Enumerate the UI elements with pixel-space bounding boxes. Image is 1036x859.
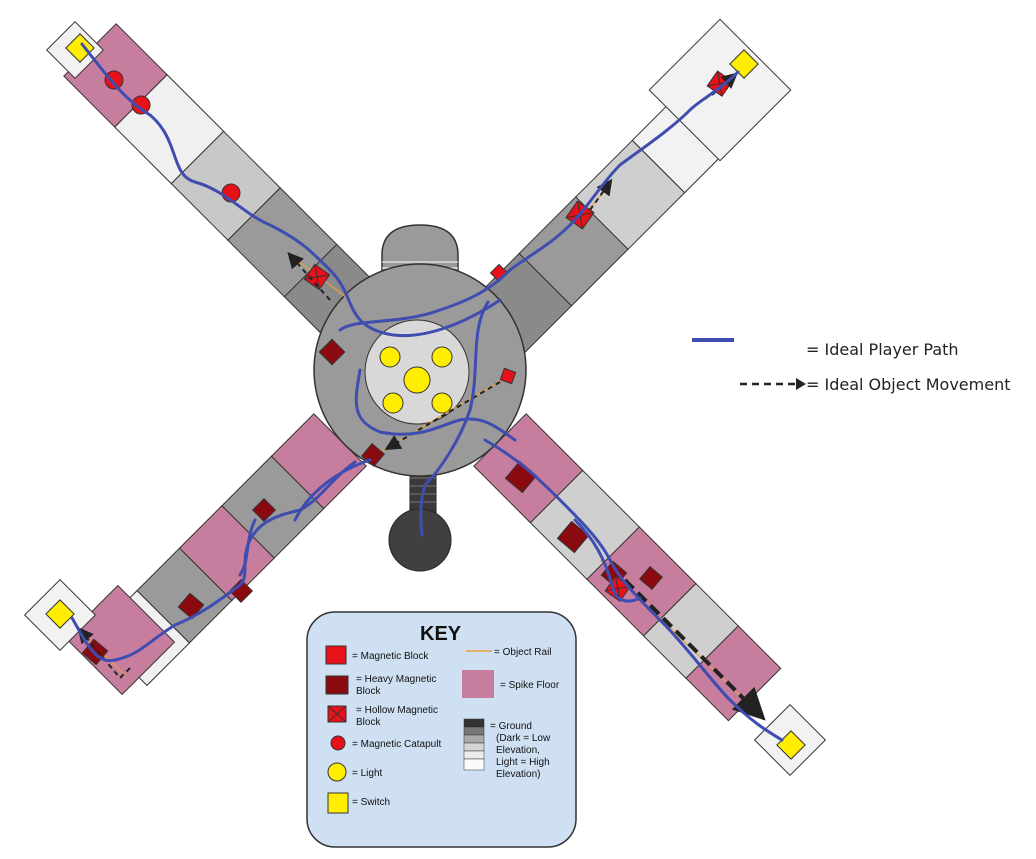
light-icon: [382, 392, 404, 414]
key-box: KEY = Magnetic Block = Heavy Magnetic Bl…: [306, 611, 577, 848]
heavy-block-key-label-2: Block: [356, 686, 381, 697]
object-movement-legend-arrow: [796, 378, 806, 390]
light-icon: [379, 346, 401, 368]
player-path-legend-label: = Ideal Player Path: [806, 340, 959, 359]
heavy-block-icon: [177, 592, 205, 620]
hollow-block-key-label-2: Block: [356, 717, 381, 728]
light-icon: [403, 366, 431, 394]
object-movement-legend-label: = Ideal Object Movement: [806, 375, 1011, 394]
hollow-block-key-label-1: = Hollow Magnetic: [356, 705, 438, 716]
ground-key-label-5: Elevation): [496, 769, 540, 780]
ground-key-icon: [463, 718, 485, 771]
ground-key-label-4: Light = High: [496, 757, 550, 768]
spike-floor-key-label: = Spike Floor: [500, 680, 560, 691]
heavy-block-icon: [318, 338, 346, 366]
heavy-block-icon: [556, 520, 590, 554]
heavy-block-icon: [228, 578, 254, 604]
switch-key-label: = Switch: [352, 797, 390, 808]
switch-icon: [65, 33, 95, 63]
catapult-key-label: = Magnetic Catapult: [352, 739, 441, 750]
spike-floor-key-icon: [462, 670, 494, 698]
catapult-key-icon: [330, 735, 346, 751]
ground-key-label-1: = Ground: [490, 721, 532, 732]
light-icon: [431, 392, 453, 414]
heavy-block-icon: [251, 497, 277, 523]
heavy-block-key-icon: [325, 675, 349, 695]
object-rail-key-label: = Object Rail: [494, 647, 552, 658]
ground-key-label-3: Elevation,: [496, 745, 540, 756]
ideal-object-movement-paths: [77, 72, 739, 680]
light-key-label: = Light: [352, 768, 383, 779]
ground-key-label-2: (Dark = Low: [496, 733, 551, 744]
arm-northwest: [63, 23, 373, 333]
magnetic-block-key-label: = Magnetic Block: [352, 651, 429, 662]
ideal-player-paths: [70, 42, 784, 742]
map-legend: = Ideal Player Path = Ideal Object Movem…: [692, 338, 1011, 394]
magnetic-block-icon: [499, 367, 517, 385]
catapult-icon: [104, 70, 124, 90]
heavy-block-key-label-1: = Heavy Magnetic: [356, 674, 436, 685]
heavy-block-icon: [639, 566, 663, 590]
light-key-icon: [327, 762, 347, 782]
magnetic-block-key-icon: [325, 645, 347, 665]
light-icon: [431, 346, 453, 368]
switch-icon: [45, 599, 75, 629]
catapult-icon: [131, 95, 151, 115]
ideal-object-movement-heavy: [623, 578, 766, 721]
hollow-block-key-icon: [327, 705, 347, 723]
switch-icon: [776, 730, 806, 760]
switch-key-icon: [327, 792, 349, 814]
key-title: KEY: [420, 623, 462, 645]
